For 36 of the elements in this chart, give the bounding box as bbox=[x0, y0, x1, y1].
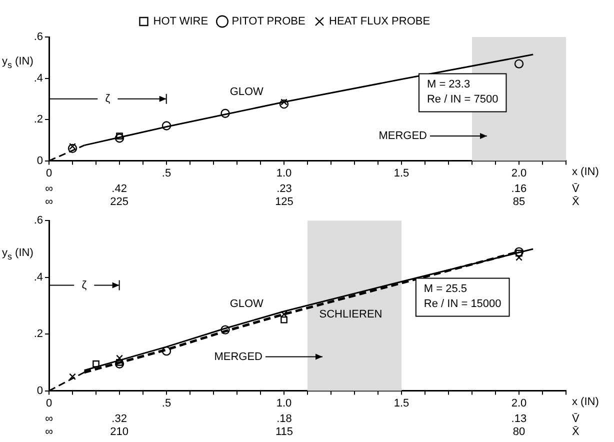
x-tick-label: 1.0 bbox=[276, 167, 292, 180]
x-tick-label: 0 bbox=[46, 167, 52, 180]
y-tick-label: .4 bbox=[34, 72, 43, 84]
y-tick-label: 0 bbox=[36, 154, 43, 167]
x-tick-label: 1.5 bbox=[394, 397, 410, 410]
annotation: ζ bbox=[82, 279, 87, 292]
x-axis-title: x (IN) bbox=[572, 396, 599, 408]
y-tick-label: .2 bbox=[34, 328, 43, 340]
series-label: GLOW bbox=[230, 298, 264, 310]
series-label: GLOW bbox=[230, 86, 264, 98]
text: ∞ .42 .23 .16 V̄ bbox=[45, 183, 580, 196]
legend-label: HEAT FLUX PROBE bbox=[328, 16, 430, 28]
y-tick-label: .2 bbox=[34, 114, 43, 126]
x-tick-label: 1.5 bbox=[394, 167, 410, 180]
annotation: M = 23.3 Re / IN = 7500 bbox=[426, 78, 498, 106]
y-tick-label: .6 bbox=[34, 31, 43, 44]
x-tick-label: 0 bbox=[46, 397, 52, 410]
x-tick-label: 2.0 bbox=[511, 167, 527, 180]
x-tick-label: 2.0 bbox=[511, 397, 527, 410]
band-label: MERGED bbox=[214, 350, 263, 363]
legend-label: HOT WIRE bbox=[153, 16, 208, 28]
text: ∞ 210 115 80 X̄ bbox=[45, 426, 580, 438]
annotation: M = 25.5 Re / IN = 15000 bbox=[424, 283, 502, 310]
x-tick-label: .5 bbox=[162, 167, 172, 180]
legend-label: PITOT PROBE bbox=[232, 16, 306, 28]
x-tick-label: 1.0 bbox=[276, 397, 292, 410]
text: ∞ .32 .18 .13 V̄ bbox=[45, 413, 580, 426]
annotation: ζ bbox=[105, 92, 110, 105]
x-axis-title: x (IN) bbox=[572, 166, 599, 178]
band-label: MERGED bbox=[378, 130, 428, 142]
y-tick-label: .4 bbox=[34, 271, 43, 284]
text: ∞ 225 125 85 X̄ bbox=[45, 196, 580, 208]
series-label: SCHLIEREN bbox=[319, 308, 382, 321]
y-tick-label: .6 bbox=[34, 214, 43, 227]
y-tick-label: 0 bbox=[36, 384, 43, 397]
x-tick-label: .5 bbox=[162, 397, 172, 410]
